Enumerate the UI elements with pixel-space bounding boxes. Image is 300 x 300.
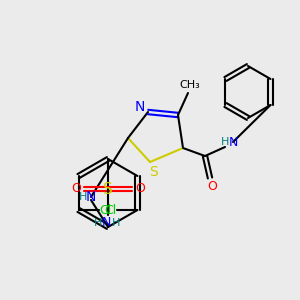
Text: O: O: [135, 182, 145, 196]
Text: N: N: [101, 217, 111, 230]
Text: H: H: [112, 218, 120, 228]
Text: Cl: Cl: [104, 203, 117, 217]
Text: H: H: [94, 218, 102, 228]
Text: O: O: [207, 179, 217, 193]
Text: N: N: [135, 100, 145, 114]
Text: S: S: [148, 165, 158, 179]
Text: H: H: [221, 137, 229, 147]
Text: CH₃: CH₃: [180, 80, 200, 90]
Text: O: O: [71, 182, 81, 196]
Text: N: N: [86, 190, 96, 204]
Text: Cl: Cl: [99, 203, 112, 217]
Text: S: S: [103, 182, 113, 196]
Text: H: H: [79, 192, 87, 202]
Text: N: N: [228, 136, 238, 148]
